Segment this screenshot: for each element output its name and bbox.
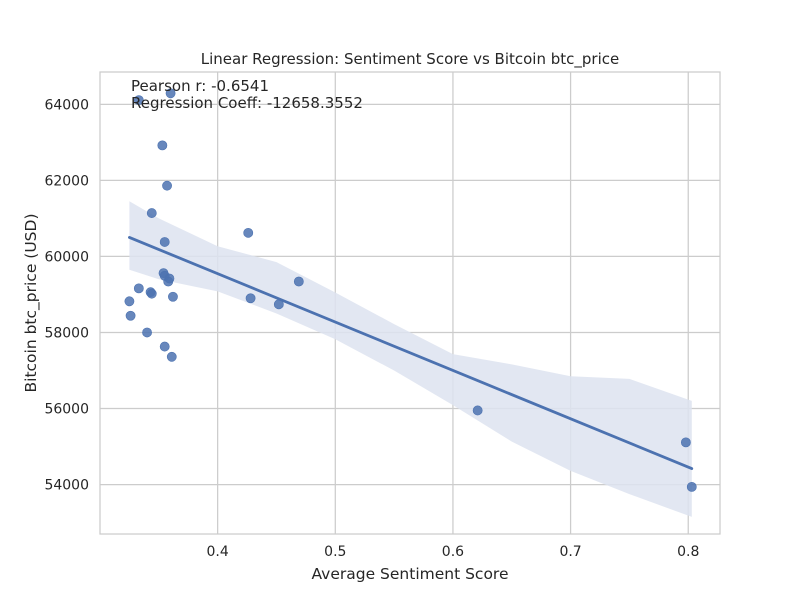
data-point <box>159 341 170 352</box>
data-point <box>168 291 178 302</box>
y-tick-label: 62000 <box>44 173 89 189</box>
data-point <box>166 351 177 362</box>
x-tick-label: 0.5 <box>324 544 346 560</box>
y-tick-label: 60000 <box>44 249 89 265</box>
data-point <box>472 405 483 416</box>
x-tick-label: 0.6 <box>442 544 464 560</box>
data-point <box>245 293 256 304</box>
x-tick-label: 0.4 <box>207 544 229 560</box>
x-tick-labels: 0.4 0.5 0.6 0.7 0.8 <box>207 544 700 560</box>
data-point <box>146 288 157 299</box>
data-point <box>159 237 170 247</box>
data-point <box>163 276 174 287</box>
confidence-band <box>129 201 692 517</box>
data-point <box>680 437 691 448</box>
pearson-annotation: Pearson r: -0.6541 <box>131 77 269 95</box>
chart-title: Linear Regression: Sentiment Score vs Bi… <box>201 50 619 69</box>
regression-coeff-annotation: Regression Coeff: -12658.3552 <box>131 94 363 112</box>
y-tick-label: 58000 <box>44 325 89 341</box>
data-point <box>125 310 136 321</box>
confidence-band-layer <box>129 201 692 517</box>
data-point <box>133 283 144 294</box>
data-point <box>157 140 168 151</box>
y-tick-label: 64000 <box>44 97 89 113</box>
x-tick-label: 0.8 <box>677 544 699 560</box>
x-axis-label: Average Sentiment Score <box>311 565 508 583</box>
y-axis-label: Bitcoin btc_price (USD) <box>22 214 41 393</box>
data-point <box>133 95 144 106</box>
points-layer <box>124 88 697 492</box>
data-point <box>162 180 172 191</box>
data-point <box>142 327 152 338</box>
regression-line <box>128 236 694 470</box>
data-point <box>293 276 304 287</box>
data-point <box>243 227 254 238</box>
y-tick-label: 56000 <box>44 402 89 418</box>
y-tick-label: 54000 <box>44 478 89 494</box>
x-tick-label: 0.7 <box>559 544 581 560</box>
data-point <box>686 481 697 492</box>
data-point <box>165 88 176 99</box>
data-point <box>146 208 157 218</box>
regression-line-layer <box>128 236 694 470</box>
y-tick-labels: 54000 56000 58000 60000 62000 64000 <box>44 97 89 493</box>
data-point <box>124 296 135 307</box>
plot-frame <box>99 71 721 535</box>
